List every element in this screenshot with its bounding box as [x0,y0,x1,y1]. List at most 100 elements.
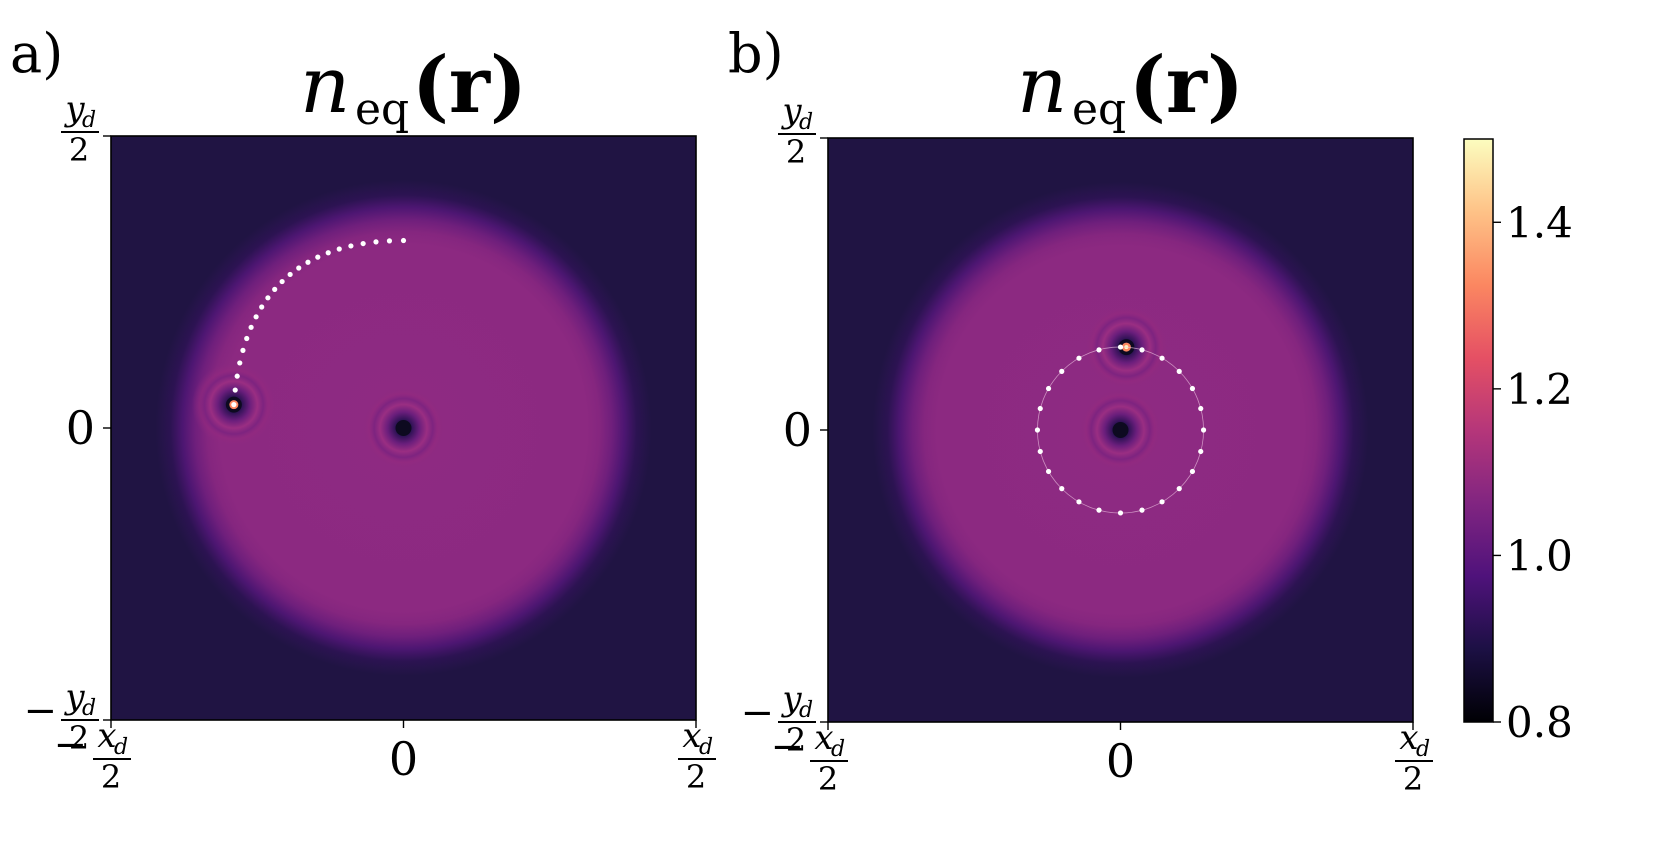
trajectory-point [315,254,321,260]
trajectory-point [1198,405,1204,412]
y-tick-label: 0 [66,401,95,455]
trajectory-point [253,314,259,320]
tick-subscript: d [114,735,128,760]
colorbar-gradient [1463,138,1494,723]
tick-denominator: 2 [786,133,806,171]
trajectory-point [265,295,271,301]
trajectory-point [279,278,285,285]
trajectory-point [244,335,250,342]
tick-numerator: y [63,677,85,717]
trajectory-point [1117,344,1124,350]
trajectory-point [1159,499,1165,505]
trajectory-point [1059,368,1065,374]
panel-label: a) [10,22,63,85]
trajectory-point [248,324,254,330]
title-subscript: eq [1072,84,1126,135]
x-axis-ticks: − xd2 0 xd2 [53,716,716,796]
trajectory-point [1096,507,1102,513]
trajectory-point [348,243,354,249]
trajectory-point [232,387,238,393]
trajectory-point [1139,507,1145,513]
tick-denominator: 2 [69,131,89,169]
tick-numerator: x [814,718,833,758]
trajectory-point [400,237,407,244]
tick-subscript: d [82,108,96,133]
trajectory-point [1076,355,1082,361]
panel-label: b) [728,22,784,85]
trajectory-point [1139,347,1145,353]
tick-sign: − [53,722,87,768]
trajectory-point [237,360,243,366]
tick-subscript: d [699,735,713,760]
x-tick-label: xd2 [1395,718,1433,798]
trajectory-point [1037,448,1043,455]
x-tick-label: − xd2 [770,718,848,798]
y-tick-label: yd2 [61,89,99,169]
trajectory-point [305,259,311,265]
tick-sign: − [23,688,57,734]
trajectory-point [231,402,237,408]
trajectory-point [1176,368,1182,374]
vortex-core [395,420,412,436]
trajectory-point [1076,499,1082,505]
tick-numerator: y [780,679,802,719]
trajectory-point [1034,427,1041,433]
trajectory-point [296,265,302,271]
trajectory-point [1159,355,1165,361]
title-main: n [300,41,350,131]
tick-subscript: d [799,698,813,723]
trajectory-point [1059,486,1065,492]
title-argument: (r) [412,40,527,131]
tick-subscript: d [799,110,813,135]
trajectory-point [386,238,393,244]
tick-denominator: 2 [101,758,121,796]
tick-denominator: 2 [686,758,706,796]
x-axis-ticks: − xd2 0 xd2 [770,718,1433,798]
y-tick-label: 0 [783,403,812,457]
tick-denominator: 2 [69,719,89,757]
y-tick-label: − yd2 [23,677,99,757]
x-tick-label: − xd2 [53,716,131,796]
colorbar-ticks: 0.8 1.0 1.2 1.4 [1493,198,1573,747]
vortex-core [1112,422,1129,438]
trajectory-point [1200,427,1207,433]
trajectory-point [373,239,379,245]
colorbar-tick-label: 1.2 [1506,365,1573,414]
colorbar-tick-label: 1.4 [1506,198,1573,247]
tick-numerator: y [780,91,802,131]
trajectory-point [1096,347,1102,353]
trajectory-point [272,286,278,292]
trajectory-point [1037,405,1043,412]
trajectory-point [234,373,240,379]
trajectory-point [336,246,342,252]
tick-numerator: x [682,716,701,756]
panel-title: n eq (r) [300,40,527,135]
y-tick-label: yd2 [778,91,816,171]
trajectory-point [1117,510,1124,516]
trajectory-point [1045,468,1052,475]
tick-denominator: 2 [818,760,838,798]
trajectory-point [1189,385,1196,392]
x-tick-label: 0 [1106,734,1135,788]
trajectory-point [1189,468,1196,475]
title-argument: (r) [1129,40,1244,131]
tick-numerator: y [63,89,85,129]
colorbar-tick-label: 0.8 [1506,698,1573,747]
panel-title: n eq (r) [1017,40,1244,135]
x-tick-label: 0 [389,732,418,786]
tick-subscript: d [831,737,845,762]
tick-subscript: d [82,696,96,721]
density-map [827,137,1414,723]
trajectory-point [1176,486,1182,492]
x-tick-label: xd2 [678,716,716,796]
trajectory-point [287,271,293,278]
tick-sign: − [740,690,774,736]
trajectory-point [259,304,265,310]
tick-numerator: x [97,716,116,756]
tick-denominator: 2 [1403,760,1423,798]
